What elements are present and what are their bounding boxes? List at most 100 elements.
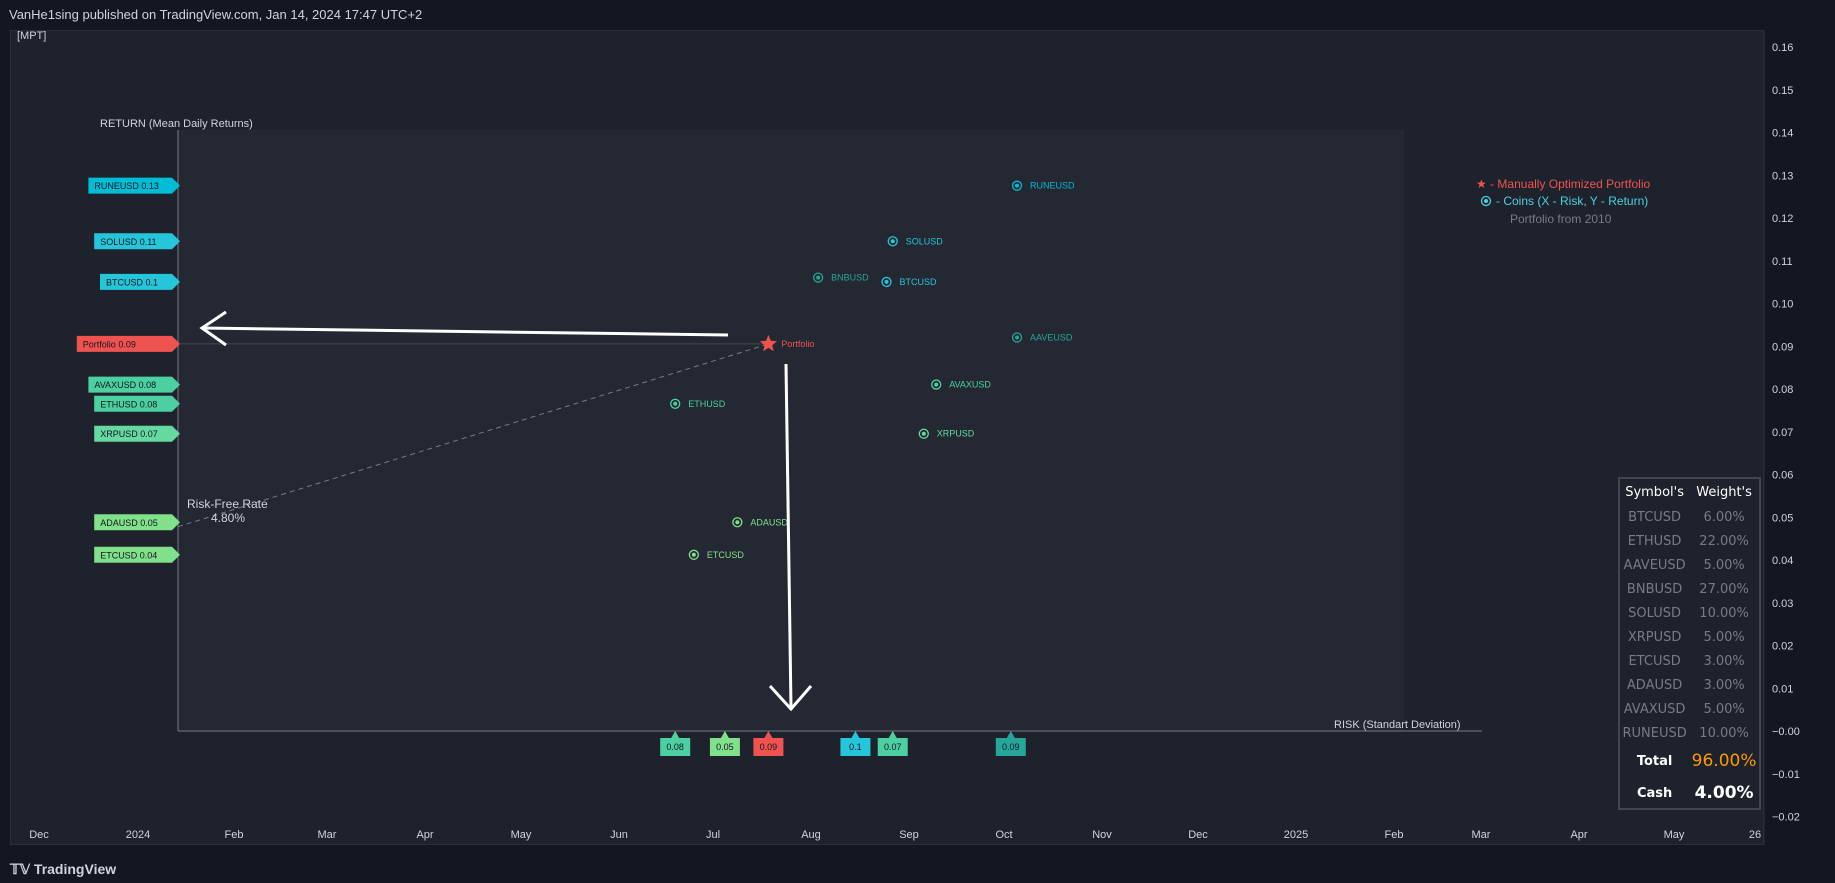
portfolio-label: Portfolio (781, 339, 814, 349)
coin-points: RUNEUSD SOLUSD BNBUSD BTCUSD AAVEUSD AVAXUSD E… (670, 180, 1075, 560)
price-tick-label: 0.06 (1772, 470, 1793, 482)
coin-point-ring (887, 236, 898, 247)
published-header: VanHe1sing published on TradingView.com,… (0, 0, 1835, 30)
coin-point-dot (884, 279, 889, 284)
price-tick-label: −0.00 (1772, 726, 1800, 738)
time-tick-label: 26 (1749, 829, 1761, 841)
coin-point-label: SOLUSD (906, 236, 944, 246)
price-tick-label: 0.13 (1772, 170, 1793, 182)
price-tick-label: 0.15 (1772, 85, 1793, 97)
weights-value: 10.00% (1699, 605, 1749, 621)
y-tag-box (94, 395, 180, 412)
x-tag-label: 0.09 (1002, 742, 1020, 752)
time-tick-label: May (1664, 829, 1685, 841)
x-tag-label: 0.07 (884, 742, 902, 752)
total-label: Total (1636, 753, 1673, 769)
y-tag-label: XRPUSD 0.07 (100, 429, 158, 439)
published-text: VanHe1sing published on TradingView.com,… (9, 7, 423, 22)
time-tick-label: Apr (1570, 829, 1587, 841)
weights-row: AAVEUSD 5.00% (1620, 553, 1759, 577)
price-tick-label: 0.01 (1772, 683, 1793, 695)
arrow-down-shaft (784, 363, 793, 709)
brand-name: TradingView (33, 861, 117, 877)
weights-value: 5.00% (1703, 629, 1745, 645)
weights-row: RUNEUSD 10.00% (1620, 721, 1759, 745)
coin-point-ring (918, 428, 929, 439)
legend-portfolio: ★ - Manually Optimized Portfolio (1476, 177, 1650, 191)
x-axis-title: RISK (Standart Deviation) (1334, 719, 1461, 731)
price-tick-label: 0.05 (1772, 512, 1793, 524)
arrow-left-shaft (201, 326, 729, 337)
time-tick-label: Mar (318, 829, 337, 841)
coin-point-ring (881, 276, 892, 288)
coin-point-dot (921, 431, 926, 436)
weights-symbol: XRPUSD (1627, 629, 1682, 645)
weights-symbol: SOLUSD (1628, 605, 1682, 621)
time-tick-label: Aug (801, 829, 821, 841)
x-axis-tags: 0.08 0.05 0.09 0.1 0.07 0.09 (660, 731, 1026, 756)
time-tick-label: Dec (29, 829, 49, 841)
legend-coins: - Coins (X - Risk, Y - Return) (1496, 194, 1648, 208)
coin-point-label: ETCUSD (707, 550, 745, 560)
y-tag-box (100, 273, 180, 290)
x-tag-label: 0.05 (716, 742, 734, 752)
price-tick-label: 0.12 (1772, 213, 1793, 225)
portfolio-marker: Portfolio (759, 334, 814, 352)
portfolio-star-icon (759, 334, 777, 352)
x-tag-label: 0.1 (849, 742, 862, 752)
weights-row: BNBUSD 27.00% (1620, 577, 1759, 601)
tradingview-logo[interactable]: 𝕋𝕍 TradingView (10, 855, 116, 883)
weights-row: AVAXUSD 5.00% (1620, 697, 1759, 721)
price-tick-label: −0.01 (1772, 769, 1800, 781)
time-tick-label: Nov (1092, 829, 1112, 841)
time-tick-label: Feb (1385, 829, 1404, 841)
arrow-left-head (199, 310, 227, 347)
price-tick-label: 0.08 (1772, 384, 1793, 396)
cash-value: 4.00% (1694, 783, 1754, 803)
y-tag-label: ADAUSD 0.05 (100, 518, 158, 528)
price-tick-label: 0.04 (1772, 555, 1793, 567)
cash-label: Cash (1636, 785, 1673, 801)
weights-symbol: BTCUSD (1628, 509, 1682, 525)
weights-value: 6.00% (1703, 509, 1745, 525)
coin-point-ring (1011, 180, 1023, 191)
weights-row: ADAUSD 3.00% (1620, 673, 1759, 697)
y-tag-label: BTCUSD 0.1 (106, 277, 158, 287)
weights-table: Symbol's Weight's BTCUSD 6.00% ETHUSD 22.00… (1618, 477, 1761, 810)
time-tick-label: Jul (706, 829, 720, 841)
legend-coin-icon (1480, 195, 1492, 207)
time-tick-label: Jun (610, 829, 628, 841)
weights-value: 5.00% (1703, 701, 1745, 717)
x-tag-box (877, 731, 908, 756)
y-axis-tags: RUNEUSD 0.13 SOLUSD 0.11 BTCUSD 0.1 AVAXUSD… (76, 177, 180, 563)
mpt-chart: [MPT] 0.160.150.140.130.120.110.100.090.… (17, 30, 1800, 845)
y-tag-label: SOLUSD 0.11 (100, 237, 156, 247)
time-tick-label: Sep (899, 829, 919, 841)
y-tag-box (88, 376, 180, 393)
time-axis[interactable]: Dec 2024 Feb Mar Apr May Jun Jul Aug Sep Oct Nov Dec… (29, 829, 1761, 841)
time-tick-label: 2025 (1284, 829, 1308, 841)
time-tick-label: Feb (225, 829, 244, 841)
y-tag-box (88, 177, 180, 194)
time-tick-label: Mar (1472, 829, 1491, 841)
coin-point-label: AAVEUSD (1030, 333, 1073, 343)
coin-point-dot (816, 275, 821, 280)
weights-symbol: ADAUSD (1626, 677, 1683, 693)
y-tag-box (76, 335, 180, 352)
coin-point-label: BNBUSD (831, 273, 869, 283)
weights-value: 27.00% (1699, 581, 1749, 597)
coin-point-dot (934, 382, 939, 387)
weights-row: XRPUSD 5.00% (1620, 625, 1759, 649)
weights-header-weight: Weight's (1696, 484, 1752, 500)
indicator-name: [MPT] (17, 30, 46, 42)
x-tag-box (753, 731, 784, 756)
coin-point-dot (691, 552, 696, 557)
coin-point-dot (673, 401, 678, 406)
legend-subtitle: Portfolio from 2010 (1510, 212, 1612, 226)
coin-point-dot (1015, 335, 1020, 340)
x-tag-label: 0.08 (666, 742, 684, 752)
weights-symbol: ETCUSD (1628, 653, 1681, 669)
coin-point-label: RUNEUSD (1030, 181, 1075, 191)
price-axis[interactable]: 0.16 0.15 0.14 0.13 0.12 0.11 0.10 0.09 0.08 0.07… (1772, 42, 1800, 824)
y-tag-label: ETHUSD 0.08 (100, 399, 157, 409)
